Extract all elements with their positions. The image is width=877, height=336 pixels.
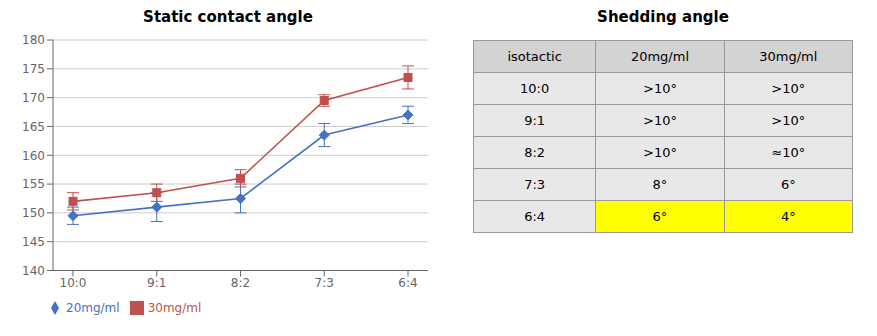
svg-text:9:1: 9:1 bbox=[147, 276, 166, 290]
html-text:>10°: >10° bbox=[771, 81, 806, 96]
html-text:20mg/ml: 20mg/ml bbox=[66, 300, 120, 315]
svg-text:165: 165 bbox=[22, 120, 45, 134]
svg-text:10:0: 10:0 bbox=[60, 276, 87, 290]
html-text:8:2: 8:2 bbox=[524, 145, 546, 160]
html-text:30mg/ml: 30mg/ml bbox=[759, 49, 818, 64]
svg-text:175: 175 bbox=[22, 62, 45, 76]
svg-text:8:2: 8:2 bbox=[231, 276, 250, 290]
svg-text:145: 145 bbox=[22, 235, 45, 249]
svg-text:6:4: 6:4 bbox=[398, 276, 417, 290]
svg-text:170: 170 bbox=[22, 91, 45, 105]
html-text:>10°: >10° bbox=[771, 113, 806, 128]
html-text:4°: 4° bbox=[780, 209, 796, 224]
svg-text:7:3: 7:3 bbox=[315, 276, 334, 290]
html-text:>10°: >10° bbox=[643, 145, 677, 160]
svg-text:155: 155 bbox=[22, 177, 45, 191]
html-text:20mg/ml: 20mg/ml bbox=[630, 49, 689, 64]
html-text:9:1: 9:1 bbox=[524, 113, 546, 128]
html-text:isotactic: isotactic bbox=[507, 49, 562, 64]
html-text:>10°: >10° bbox=[643, 113, 677, 128]
svg-text:180: 180 bbox=[22, 33, 45, 47]
html-text:8°: 8° bbox=[652, 177, 668, 192]
html-text:7:3: 7:3 bbox=[524, 177, 546, 192]
html-text:6°: 6° bbox=[780, 177, 796, 192]
html-text:10:0: 10:0 bbox=[520, 81, 550, 96]
html-text:30mg/ml: 30mg/ml bbox=[147, 300, 202, 315]
html-text:6:4: 6:4 bbox=[524, 209, 546, 224]
html-text:Shedding angle: Shedding angle bbox=[597, 8, 729, 26]
svg-text:160: 160 bbox=[22, 149, 45, 163]
html-text:6°: 6° bbox=[652, 209, 668, 224]
svg-text:140: 140 bbox=[22, 264, 45, 278]
html-text:>10°: >10° bbox=[643, 81, 677, 96]
html-text:≈10°: ≈10° bbox=[771, 145, 806, 160]
html-text:Static contact angle: Static contact angle bbox=[143, 8, 313, 26]
svg-text:150: 150 bbox=[22, 206, 45, 220]
